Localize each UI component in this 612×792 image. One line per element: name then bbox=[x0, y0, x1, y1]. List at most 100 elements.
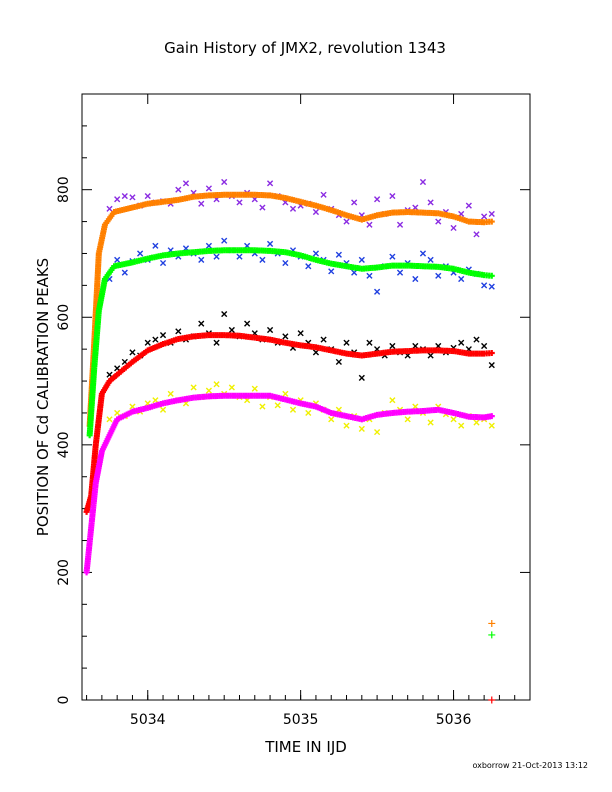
cross-marker bbox=[129, 194, 136, 201]
cross-marker bbox=[465, 202, 472, 209]
cross-marker bbox=[488, 362, 495, 369]
cross-marker bbox=[121, 269, 128, 276]
cross-marker bbox=[389, 397, 396, 404]
smooth-series bbox=[83, 332, 495, 515]
cross-marker bbox=[351, 199, 358, 206]
scatter-series bbox=[106, 178, 495, 238]
cross-marker bbox=[320, 336, 327, 343]
cross-marker bbox=[213, 381, 220, 388]
cross-marker bbox=[412, 342, 419, 350]
cross-marker bbox=[152, 242, 159, 249]
cross-marker bbox=[236, 253, 243, 260]
cross-marker bbox=[328, 416, 335, 423]
smooth-series bbox=[83, 392, 495, 576]
cross-marker bbox=[205, 387, 213, 394]
cross-marker bbox=[343, 218, 350, 225]
credit-footer: oxborrow 21-Oct-2013 13:12 bbox=[472, 761, 588, 770]
cross-marker bbox=[358, 425, 365, 432]
plus-marker bbox=[488, 413, 495, 420]
cross-marker bbox=[144, 192, 151, 200]
cross-marker bbox=[266, 326, 274, 334]
cross-marker bbox=[488, 422, 495, 429]
cross-marker bbox=[389, 342, 396, 350]
cross-marker bbox=[221, 237, 228, 244]
cross-marker bbox=[404, 416, 411, 423]
cross-marker bbox=[228, 326, 235, 334]
cross-marker bbox=[213, 339, 220, 346]
cross-marker bbox=[374, 196, 381, 203]
cross-marker bbox=[450, 416, 457, 423]
cross-marker bbox=[144, 339, 151, 346]
cross-marker bbox=[274, 402, 281, 409]
cross-marker bbox=[412, 275, 419, 283]
cross-marker bbox=[129, 349, 136, 356]
cross-marker bbox=[412, 403, 419, 410]
cross-marker bbox=[458, 275, 465, 283]
cross-marker bbox=[159, 259, 167, 267]
x-axis-label: TIME IN IJD bbox=[264, 738, 347, 756]
y-axis: 0 200 400 600 800 bbox=[56, 125, 530, 704]
cross-marker bbox=[205, 242, 213, 249]
cross-marker bbox=[366, 272, 373, 279]
cross-marker bbox=[266, 180, 274, 187]
x-axis: 5034 5035 5036 bbox=[86, 94, 516, 728]
cross-marker bbox=[328, 268, 335, 275]
cross-marker bbox=[114, 365, 121, 372]
cross-marker bbox=[259, 403, 266, 410]
cross-marker bbox=[427, 199, 434, 206]
x-tick-label: 5035 bbox=[283, 712, 319, 728]
cross-marker bbox=[374, 428, 381, 436]
cross-marker bbox=[251, 385, 258, 392]
y-tick-label: 400 bbox=[56, 431, 72, 458]
cross-marker bbox=[198, 256, 205, 263]
cross-marker bbox=[412, 204, 419, 211]
cross-marker bbox=[488, 210, 495, 218]
cross-marker bbox=[366, 339, 373, 346]
cross-marker bbox=[427, 419, 434, 426]
cross-marker bbox=[159, 406, 167, 413]
cross-marker bbox=[213, 253, 220, 260]
cross-marker bbox=[137, 250, 144, 257]
cross-marker bbox=[182, 180, 190, 187]
cross-marker bbox=[121, 192, 128, 200]
cross-marker bbox=[221, 310, 228, 318]
cross-marker bbox=[389, 192, 396, 200]
y-tick-label: 200 bbox=[56, 559, 72, 586]
plus-marker bbox=[488, 619, 496, 627]
plus-marker bbox=[488, 631, 496, 639]
cross-marker bbox=[312, 208, 320, 216]
cross-marker bbox=[266, 240, 274, 247]
cross-marker bbox=[228, 384, 235, 391]
cross-marker bbox=[366, 221, 373, 228]
plus-marker bbox=[488, 349, 495, 356]
cross-marker bbox=[473, 231, 480, 238]
cross-marker bbox=[427, 352, 434, 359]
cross-marker bbox=[427, 256, 434, 263]
cross-marker bbox=[473, 419, 480, 426]
cross-marker bbox=[244, 320, 251, 327]
cross-marker bbox=[205, 185, 213, 192]
cross-marker bbox=[152, 397, 159, 404]
cross-marker bbox=[297, 330, 304, 337]
cross-marker bbox=[159, 332, 167, 339]
smooth-series bbox=[86, 247, 495, 439]
cross-marker bbox=[481, 342, 488, 350]
cross-marker bbox=[396, 221, 404, 228]
cross-marker bbox=[167, 390, 174, 397]
cross-marker bbox=[343, 422, 350, 429]
cross-marker bbox=[320, 191, 327, 198]
cross-marker bbox=[481, 213, 488, 220]
cross-marker bbox=[221, 178, 228, 186]
x-tick-label: 5034 bbox=[130, 712, 166, 728]
cross-marker bbox=[289, 406, 297, 413]
cross-marker bbox=[335, 358, 342, 366]
cross-marker bbox=[458, 339, 465, 346]
y-axis-label: POSITION OF Cd CALIBRATION PEAKS bbox=[34, 258, 52, 536]
cross-marker bbox=[106, 205, 113, 212]
cross-marker bbox=[481, 282, 488, 289]
cross-marker bbox=[198, 320, 205, 327]
cross-marker bbox=[396, 269, 404, 276]
cross-marker bbox=[175, 186, 182, 193]
smooth-series bbox=[86, 191, 495, 429]
